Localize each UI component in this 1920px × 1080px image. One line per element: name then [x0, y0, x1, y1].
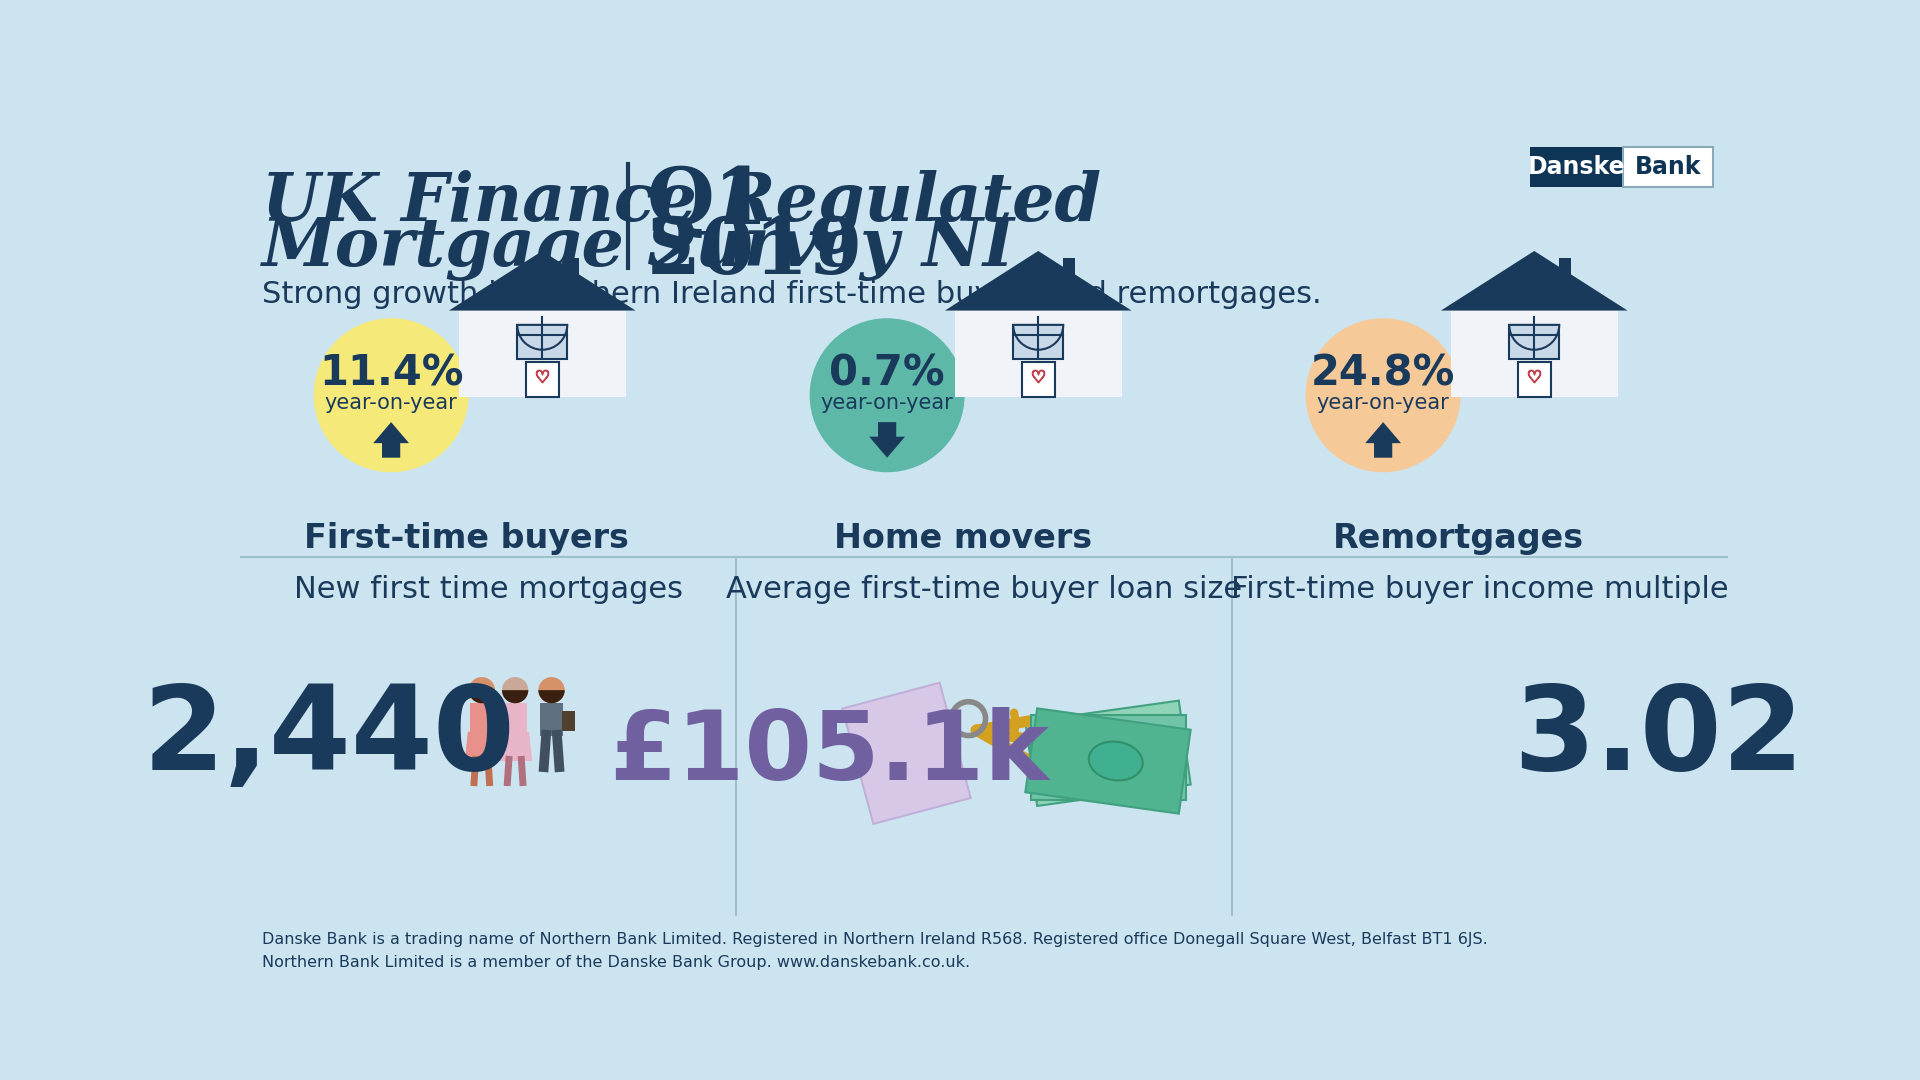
- Text: First-time buyer income multiple: First-time buyer income multiple: [1231, 575, 1728, 604]
- Bar: [516, 325, 566, 359]
- Wedge shape: [1014, 325, 1064, 350]
- Text: Home movers: Home movers: [833, 523, 1092, 555]
- Bar: [1021, 362, 1054, 396]
- Text: 2019: 2019: [647, 214, 864, 291]
- Circle shape: [538, 677, 564, 703]
- Text: year-on-year: year-on-year: [324, 393, 457, 413]
- Polygon shape: [372, 422, 409, 458]
- Circle shape: [810, 319, 964, 472]
- Ellipse shape: [1081, 734, 1135, 772]
- Ellipse shape: [1085, 738, 1139, 777]
- Polygon shape: [945, 251, 1131, 311]
- Polygon shape: [1365, 422, 1402, 458]
- Text: year-on-year: year-on-year: [820, 393, 954, 413]
- Text: 24.8%: 24.8%: [1311, 353, 1455, 394]
- Bar: [1509, 325, 1559, 359]
- Wedge shape: [516, 325, 566, 350]
- Text: £105.1k: £105.1k: [609, 706, 1048, 800]
- Circle shape: [501, 677, 528, 703]
- Text: First-time buyers: First-time buyers: [303, 523, 630, 555]
- Bar: [954, 311, 1121, 396]
- Text: Q1: Q1: [647, 164, 768, 240]
- Text: Average first-time buyer loan size: Average first-time buyer loan size: [726, 575, 1242, 604]
- Text: 3.02: 3.02: [1513, 680, 1803, 795]
- Bar: [1014, 325, 1064, 359]
- Polygon shape: [449, 251, 636, 311]
- Wedge shape: [1509, 325, 1559, 350]
- Bar: [526, 362, 559, 396]
- Polygon shape: [1031, 715, 1185, 799]
- Text: Danske: Danske: [1528, 154, 1626, 178]
- Bar: [1559, 258, 1571, 288]
- Bar: [566, 258, 580, 288]
- Wedge shape: [501, 690, 528, 703]
- Bar: [459, 311, 626, 396]
- Polygon shape: [465, 732, 499, 761]
- Text: 2,440: 2,440: [142, 680, 516, 795]
- Bar: [1517, 362, 1551, 396]
- Text: year-on-year: year-on-year: [1317, 393, 1450, 413]
- Text: Remortgages: Remortgages: [1332, 523, 1584, 555]
- Polygon shape: [843, 683, 972, 824]
- Polygon shape: [1440, 251, 1628, 311]
- Wedge shape: [468, 690, 495, 703]
- Bar: [540, 703, 563, 735]
- Bar: [1064, 258, 1075, 288]
- Text: Bank: Bank: [1634, 154, 1701, 178]
- Polygon shape: [870, 422, 904, 458]
- Text: Mortgage Survey NI: Mortgage Survey NI: [261, 216, 1014, 281]
- Bar: [470, 703, 493, 735]
- Circle shape: [1306, 319, 1461, 472]
- Bar: [563, 711, 574, 731]
- Text: New first time mortgages: New first time mortgages: [294, 575, 682, 604]
- Bar: [1530, 147, 1624, 187]
- Text: 0.7%: 0.7%: [829, 353, 945, 394]
- Text: Strong growth in Northern Ireland first-time buyers and remortgages.: Strong growth in Northern Ireland first-…: [261, 280, 1321, 309]
- Polygon shape: [1025, 708, 1190, 813]
- Bar: [1624, 147, 1713, 187]
- Circle shape: [313, 319, 468, 472]
- Circle shape: [468, 677, 495, 703]
- Text: UK Finance Regulated: UK Finance Regulated: [261, 170, 1100, 235]
- Polygon shape: [1025, 701, 1190, 806]
- Text: Danske Bank is a trading name of Northern Bank Limited. Registered in Northern I: Danske Bank is a trading name of Norther…: [261, 932, 1488, 970]
- Polygon shape: [497, 732, 532, 761]
- Bar: [503, 703, 526, 735]
- Text: 11.4%: 11.4%: [319, 353, 463, 394]
- Wedge shape: [538, 690, 564, 703]
- Bar: [1452, 311, 1617, 396]
- Ellipse shape: [1089, 742, 1142, 781]
